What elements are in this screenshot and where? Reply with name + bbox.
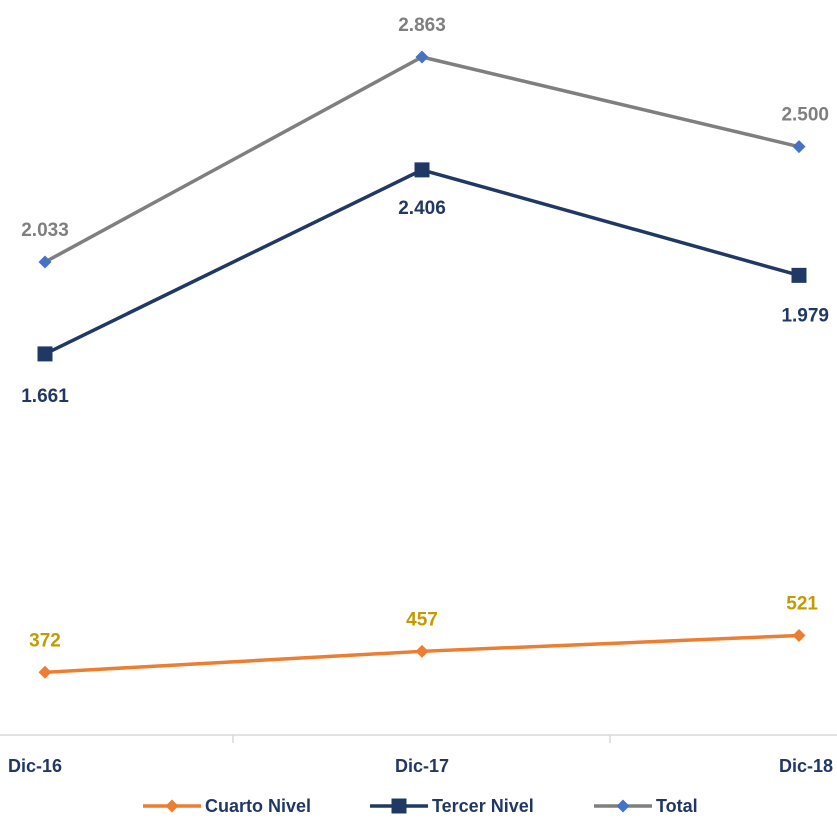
legend-swatch-marker <box>165 799 179 813</box>
data-label: 372 <box>29 630 61 651</box>
data-point-marker <box>791 267 807 283</box>
series-tercer-nivel: 1.661 2.406 1.979 <box>21 162 829 407</box>
data-point-marker <box>792 629 806 643</box>
data-label: 457 <box>406 609 438 630</box>
legend-swatch-marker <box>616 799 630 813</box>
data-point-marker <box>792 140 806 154</box>
data-label: 2.406 <box>398 198 446 219</box>
x-tick-label: Dic-18 <box>779 756 833 776</box>
x-axis: Dic-16 Dic-17 Dic-18 <box>0 734 837 776</box>
legend-item-total: Total <box>594 796 698 816</box>
legend-label: Tercer Nivel <box>432 796 534 816</box>
legend-item-tercer-nivel: Tercer Nivel <box>370 796 534 816</box>
series-cuarto-nivel: 372 457 521 <box>29 594 818 679</box>
plot-area: 372 457 521 1.661 2.406 1.979 2.033 2.863 2.500 <box>21 15 829 679</box>
data-point-marker <box>414 162 430 178</box>
data-point-marker <box>37 346 53 362</box>
series-total: 2.033 2.863 2.500 <box>21 15 829 269</box>
legend: Cuarto Nivel Tercer Nivel Total <box>143 796 698 816</box>
legend-item-cuarto-nivel: Cuarto Nivel <box>143 796 311 816</box>
data-label: 521 <box>786 594 818 615</box>
data-label: 2.033 <box>21 220 69 241</box>
data-point-marker <box>38 665 52 679</box>
data-point-marker <box>415 50 429 64</box>
data-label: 1.979 <box>781 305 829 326</box>
data-point-marker <box>415 644 429 658</box>
legend-label: Total <box>656 796 698 816</box>
x-tick-label: Dic-16 <box>8 756 62 776</box>
data-label: 1.661 <box>21 386 69 407</box>
legend-label: Cuarto Nivel <box>205 796 311 816</box>
series-line <box>44 55 800 264</box>
data-label: 2.863 <box>398 15 446 36</box>
x-tick-label: Dic-17 <box>395 756 449 776</box>
data-label: 2.500 <box>781 105 829 126</box>
data-point-marker <box>38 255 52 269</box>
legend-swatch-marker <box>391 798 407 814</box>
